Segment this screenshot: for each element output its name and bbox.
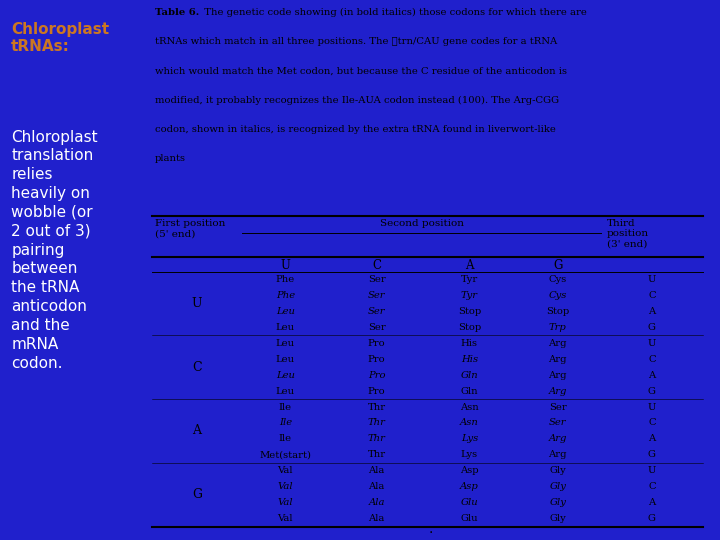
Text: Thr: Thr — [367, 402, 386, 411]
Text: His: His — [461, 339, 478, 348]
Text: Cys: Cys — [549, 291, 567, 300]
Text: C: C — [648, 418, 656, 428]
Text: codon, shown in italics, is recognized by the extra tRNA found in liverwort-like: codon, shown in italics, is recognized b… — [155, 125, 556, 134]
Text: C: C — [192, 361, 202, 374]
Text: Pro: Pro — [368, 355, 385, 364]
Text: Gly: Gly — [549, 482, 566, 491]
Text: G: G — [648, 514, 656, 523]
Text: Val: Val — [277, 466, 293, 475]
Text: Leu: Leu — [276, 387, 295, 396]
Text: Ala: Ala — [369, 482, 384, 491]
Text: Leu: Leu — [276, 370, 294, 380]
Text: Cys: Cys — [549, 275, 567, 284]
Text: Leu: Leu — [276, 355, 295, 364]
Text: Met(start): Met(start) — [259, 450, 311, 460]
Text: Third
position
(3' end): Third position (3' end) — [607, 219, 649, 248]
Text: Tyr: Tyr — [461, 275, 478, 284]
Text: U: U — [648, 275, 656, 284]
Text: U: U — [192, 297, 202, 310]
Text: U: U — [648, 339, 656, 348]
Text: Ser: Ser — [368, 307, 385, 316]
Text: C: C — [372, 259, 381, 272]
Text: Arg: Arg — [549, 339, 567, 348]
Text: A: A — [192, 424, 202, 437]
Text: C: C — [648, 355, 656, 364]
Text: Chloroplast
translation
relies
heavily on
wobble (or
2 out of 3)
pairing
between: Chloroplast translation relies heavily o… — [12, 130, 98, 370]
Text: .: . — [428, 522, 433, 536]
Text: Arg: Arg — [549, 387, 567, 396]
Text: Ile: Ile — [279, 402, 292, 411]
Text: Tyr: Tyr — [461, 291, 478, 300]
Text: Stop: Stop — [546, 307, 570, 316]
Text: G: G — [553, 259, 562, 272]
Text: Arg: Arg — [549, 355, 567, 364]
Text: Thr: Thr — [368, 418, 385, 428]
Text: A: A — [648, 434, 655, 443]
Text: Arg: Arg — [549, 434, 567, 443]
Text: Gly: Gly — [549, 514, 566, 523]
Text: Glu: Glu — [461, 498, 478, 507]
Text: Lys: Lys — [461, 434, 478, 443]
Text: Table 6.: Table 6. — [155, 8, 199, 17]
Text: tRNAs which match in all three positions. The ℓtrn/CAU gene codes for a tRNA: tRNAs which match in all three positions… — [155, 37, 557, 46]
Text: Gln: Gln — [461, 370, 478, 380]
Text: Glu: Glu — [461, 514, 478, 523]
Text: Ser: Ser — [368, 291, 385, 300]
Text: Ala: Ala — [369, 466, 384, 475]
Text: Ser: Ser — [368, 323, 385, 332]
Text: The genetic code showing (in bold italics) those codons for which there are: The genetic code showing (in bold italic… — [199, 8, 588, 17]
Text: Gly: Gly — [549, 466, 566, 475]
Text: Ala: Ala — [369, 498, 384, 507]
Text: G: G — [648, 323, 656, 332]
Text: Chloroplast
tRNAs:: Chloroplast tRNAs: — [12, 22, 109, 54]
Text: G: G — [192, 488, 202, 501]
Text: Pro: Pro — [368, 370, 385, 380]
Text: C: C — [648, 482, 656, 491]
Text: plants: plants — [155, 154, 186, 163]
Text: Ser: Ser — [549, 402, 567, 411]
Text: Asn: Asn — [460, 418, 479, 428]
Text: Asn: Asn — [460, 402, 479, 411]
Text: modified, it probably recognizes the Ile-AUA codon instead (100). The Arg-CGG: modified, it probably recognizes the Ile… — [155, 96, 559, 105]
Text: Asp: Asp — [460, 482, 479, 491]
Text: Arg: Arg — [549, 450, 567, 460]
Text: Asp: Asp — [460, 466, 479, 475]
Text: Val: Val — [277, 482, 293, 491]
Text: A: A — [648, 370, 655, 380]
Text: Thr: Thr — [367, 450, 386, 460]
Text: which would match the Met codon, but because the C residue of the anticodon is: which would match the Met codon, but bec… — [155, 66, 567, 76]
Text: A: A — [648, 307, 655, 316]
Text: U: U — [648, 466, 656, 475]
Text: Stop: Stop — [458, 307, 481, 316]
Text: Second position: Second position — [379, 219, 464, 228]
Text: Ser: Ser — [549, 418, 567, 428]
Text: Ile: Ile — [279, 418, 292, 428]
Text: First position
(5' end): First position (5' end) — [155, 219, 225, 238]
Text: Pro: Pro — [368, 387, 385, 396]
Text: C: C — [648, 291, 656, 300]
Text: A: A — [465, 259, 474, 272]
Text: Phe: Phe — [276, 291, 295, 300]
Text: Gly: Gly — [549, 498, 566, 507]
Text: Gln: Gln — [461, 387, 478, 396]
Text: U: U — [280, 259, 290, 272]
Text: G: G — [648, 387, 656, 396]
Text: Val: Val — [277, 514, 293, 523]
Text: Arg: Arg — [549, 370, 567, 380]
Text: A: A — [648, 498, 655, 507]
Text: Thr: Thr — [368, 434, 385, 443]
Text: Leu: Leu — [276, 339, 295, 348]
Text: U: U — [648, 402, 656, 411]
Text: Ser: Ser — [368, 275, 385, 284]
Text: Leu: Leu — [276, 323, 295, 332]
Text: His: His — [461, 355, 478, 364]
Text: Ala: Ala — [369, 514, 384, 523]
Text: Val: Val — [277, 498, 293, 507]
Text: G: G — [648, 450, 656, 460]
Text: Lys: Lys — [461, 450, 478, 460]
Text: Stop: Stop — [458, 323, 481, 332]
Text: Phe: Phe — [276, 275, 295, 284]
Text: Ile: Ile — [279, 434, 292, 443]
Text: Leu: Leu — [276, 307, 294, 316]
Text: Pro: Pro — [368, 339, 385, 348]
